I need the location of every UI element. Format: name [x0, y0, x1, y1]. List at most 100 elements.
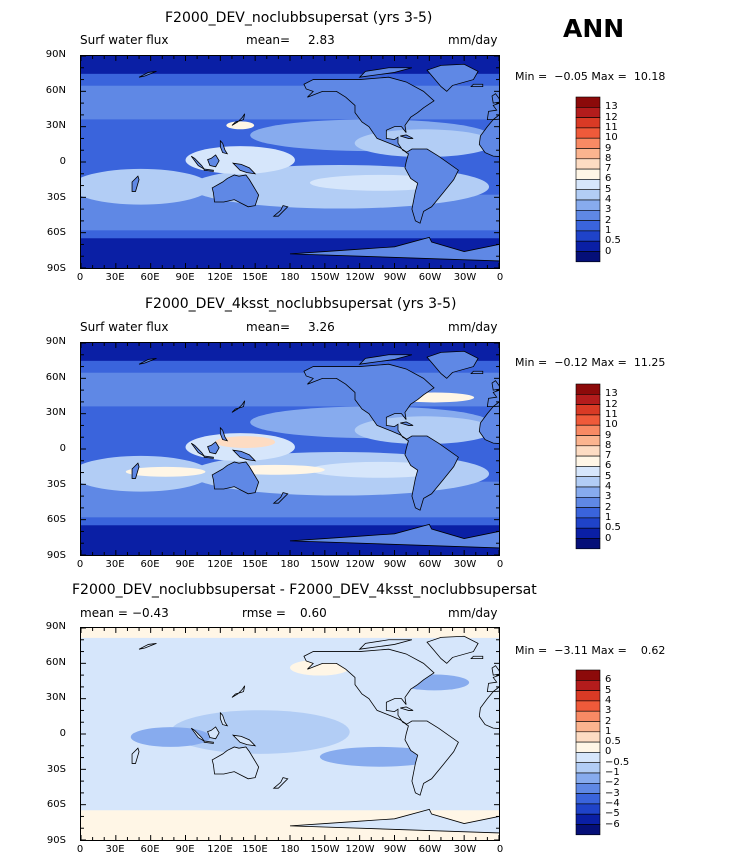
colorbar-svg: [575, 669, 601, 836]
x-tick-label: 150E: [242, 272, 268, 283]
colorbar-label: 10: [605, 132, 618, 144]
colorbar-label: 3: [605, 491, 612, 503]
coastline-1: [486, 389, 499, 407]
colorbar-box: [575, 96, 601, 108]
units-label: mm/day: [448, 320, 498, 334]
field-sio-subtropics: [81, 168, 211, 205]
colorbar-box: [575, 127, 601, 139]
y-tick-label: 90S: [46, 550, 66, 561]
field-natl: [354, 416, 495, 445]
colorbar-label: 0.5: [605, 235, 621, 247]
colorbar-box: [575, 731, 601, 743]
coastline-5: [426, 63, 479, 92]
x-tick-label: 90W: [383, 844, 407, 855]
x-tick-label: 30W: [453, 844, 477, 855]
coastline-19: [138, 70, 157, 78]
x-tick-label: 180: [280, 844, 300, 855]
x-tick-label: 0: [496, 844, 504, 855]
x-tick-label: 60E: [140, 559, 160, 570]
coastline-12: [491, 665, 499, 676]
panel-title: F2000_DEV_noclubbsupersat - F2000_DEV_4k…: [72, 582, 537, 598]
coastline-3: [404, 720, 459, 796]
coastline-10: [231, 449, 257, 462]
coastline-4: [211, 461, 260, 495]
coastline-1: [486, 102, 499, 120]
colorbar-label: −5: [605, 808, 620, 820]
coastline-3: [404, 435, 459, 511]
colorbar-box: [575, 394, 601, 405]
coastline-9: [190, 155, 205, 170]
variable-label: Surf water flux: [80, 33, 169, 47]
coastline-6: [289, 808, 499, 834]
coastline-8: [207, 441, 220, 455]
field-tropics: [170, 710, 350, 754]
variable-label: Surf water flux: [80, 320, 169, 334]
coastline-16: [470, 370, 484, 375]
y-tick-label: 60N: [45, 371, 66, 383]
colorbar-box: [575, 383, 601, 395]
colorbar-box: [575, 476, 601, 488]
coastline-7: [131, 747, 140, 764]
x-tick-label: 90E: [175, 844, 195, 855]
coastline-17: [400, 421, 414, 426]
x-tick-label: 90E: [175, 559, 195, 570]
colorbar-label: −3: [605, 787, 620, 799]
coastline-15: [219, 711, 229, 727]
coastline-19: [138, 357, 157, 365]
rmse-value: 0.60: [300, 606, 327, 620]
x-tick-label: 120E: [207, 272, 233, 283]
field-natl: [354, 129, 495, 158]
y-tick-label: 30S: [46, 763, 66, 775]
x-tick-label: 0: [76, 844, 84, 855]
colorbar-box: [575, 486, 601, 498]
coastline-14: [203, 168, 214, 172]
colorbar-label: 12: [605, 398, 618, 410]
colorbar-box: [575, 179, 601, 191]
panel-title: F2000_DEV_4ksst_noclubbsupersat (yrs 3-5…: [145, 296, 457, 312]
colorbar-label: 9: [605, 429, 612, 441]
x-tick-label: 30W: [453, 272, 477, 283]
units-label: mm/day: [448, 33, 498, 47]
colorbar-box: [575, 793, 601, 805]
colorbar-box: [575, 424, 601, 436]
colorbar-label: 6: [605, 460, 612, 472]
colorbar-box: [575, 148, 601, 160]
mean-label: mean=: [246, 33, 291, 47]
mean-value: 2.83: [308, 33, 335, 47]
colorbar-box: [575, 752, 601, 764]
colorbar-box: [575, 455, 601, 467]
coastline-7: [131, 175, 140, 192]
colorbar-box: [575, 466, 601, 478]
x-tick-label: 120W: [345, 559, 375, 570]
x-tick-label: 30W: [453, 559, 477, 570]
coastline-13: [272, 492, 289, 504]
y-tick-label: 0: [59, 728, 66, 739]
y-tick-label: 60S: [46, 799, 66, 811]
field-nh-storm: [81, 85, 499, 120]
colorbar-label: 11: [605, 408, 618, 420]
mean-label: mean =: [80, 606, 128, 620]
colorbar-box: [575, 137, 601, 149]
colorbar-label: 13: [605, 101, 618, 113]
coastline-3: [404, 148, 459, 224]
coastline-17: [400, 706, 414, 711]
colorbar-box: [575, 168, 601, 180]
colorbar-label: 5: [605, 183, 612, 195]
x-tick-label: 60W: [418, 559, 442, 570]
coastline-18: [358, 354, 413, 365]
colorbar-label: 7: [605, 450, 612, 462]
coastline-6: [289, 236, 499, 262]
colorbar-label: 4: [605, 694, 612, 706]
coastline-2: [303, 76, 435, 153]
map-plot: [80, 627, 500, 841]
x-tick-label: 60E: [140, 844, 160, 855]
colorbar-box: [575, 824, 601, 836]
coastline-0: [478, 118, 499, 157]
min-max-label: Min = −0.05 Max = 10.18: [515, 70, 666, 83]
colorbar-label: 0: [605, 746, 612, 758]
mean-value: −0.43: [132, 606, 169, 620]
x-tick-label: 180: [280, 559, 300, 570]
colorbar-label: 12: [605, 111, 618, 123]
colorbar-label: 2: [605, 715, 612, 727]
field-hotspot: [215, 436, 276, 449]
